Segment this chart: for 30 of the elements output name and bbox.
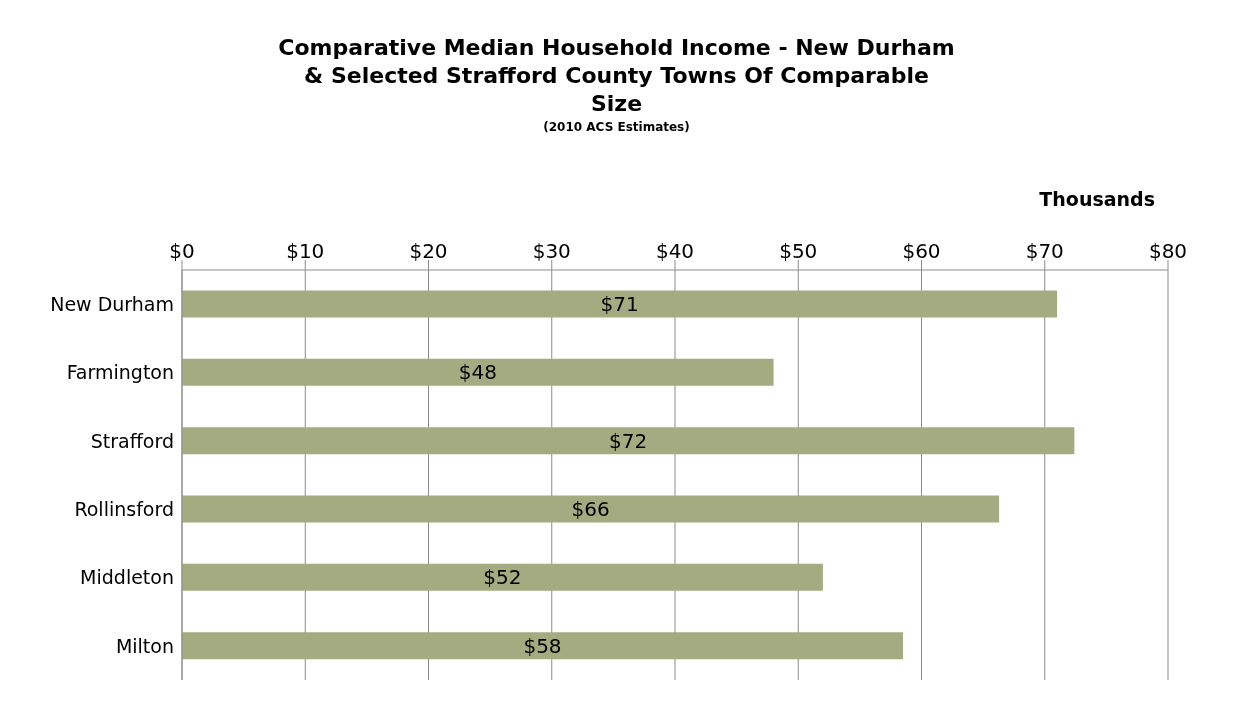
- y-tick-label: Strafford: [90, 429, 174, 452]
- data-label: $66: [571, 497, 610, 522]
- data-label: $58: [523, 633, 562, 658]
- y-tick-label: Farmington: [66, 361, 174, 384]
- chart-title: Comparative Median Household Income - New Durham & Selected Strafford County Towns Of Comparable Size: [277, 34, 956, 118]
- x-tick-label: $30: [532, 239, 571, 263]
- data-label: $72: [609, 428, 648, 453]
- x-tick-label: $50: [779, 239, 818, 263]
- y-tick-label: Milton: [115, 634, 174, 657]
- y-tick-label: Rollinsford: [74, 497, 174, 520]
- data-label: $52: [483, 565, 522, 590]
- x-tick-label: $60: [902, 239, 941, 263]
- data-label: $71: [600, 292, 639, 317]
- x-axis-title: Thousands: [1039, 188, 1155, 210]
- bar: [182, 427, 1075, 455]
- x-tick-label: $10: [286, 239, 325, 263]
- bar: [182, 358, 774, 386]
- chart-subtitle: (2010 ACS Estimates): [542, 120, 691, 134]
- bar: [182, 632, 904, 660]
- x-tick-label: $20: [409, 239, 448, 263]
- x-tick-label: $0: [169, 239, 195, 263]
- bar: [182, 495, 1000, 523]
- y-tick-label: New Durham: [50, 292, 174, 315]
- x-tick-label: $80: [1148, 239, 1188, 263]
- bar: [182, 563, 823, 591]
- x-tick-label: $40: [655, 239, 695, 263]
- y-tick-label: Middleton: [80, 566, 174, 589]
- bar: [182, 290, 1058, 318]
- data-label: $48: [458, 360, 497, 385]
- x-tick-label: $70: [1025, 239, 1064, 263]
